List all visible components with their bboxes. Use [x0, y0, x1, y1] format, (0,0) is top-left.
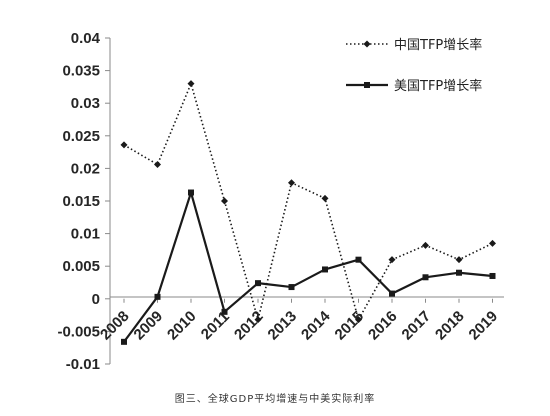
y-ticks: 0.04 0.035 0.03 0.025 0.02 0.015 0.01 0.005 0 -0.… [57, 30, 110, 373]
series [120, 80, 496, 345]
y-tick-label: -0.005 [57, 323, 100, 340]
data-point-0-11 [489, 239, 496, 247]
data-point-0-3 [221, 197, 228, 205]
x-tick-label: 2016 [365, 308, 401, 344]
y-tick-label: 0.035 [62, 63, 100, 80]
data-point-1-2 [188, 189, 194, 196]
x-tick-label: 2013 [265, 308, 301, 344]
data-point-1-6 [322, 266, 328, 273]
y-tick-label: 0.025 [62, 128, 100, 145]
data-point-1-7 [355, 256, 362, 263]
data-point-1-5 [288, 284, 295, 291]
data-point-0-6 [321, 194, 329, 202]
y-tick-label: -0.01 [66, 356, 100, 373]
legend-swatch-china-marker [363, 40, 371, 48]
y-tick-label: 0.04 [71, 30, 101, 47]
x-tick-label: 2011 [198, 308, 233, 343]
y-tick-label: 0.015 [62, 193, 100, 210]
y-tick-label: 0.005 [62, 258, 100, 275]
y-tick-label: 0.02 [71, 160, 100, 177]
data-point-0-0 [120, 141, 128, 149]
data-point-1-0 [121, 338, 127, 345]
x-tick-label: 2019 [466, 308, 502, 344]
y-tick-label: 0 [92, 291, 100, 308]
legend-label-usa: 美国TFP增长率 [394, 78, 482, 94]
data-point-1-9 [422, 274, 429, 281]
data-point-1-8 [389, 290, 395, 297]
x-tick-label: 2010 [164, 308, 200, 344]
data-point-0-7 [355, 316, 362, 324]
data-point-0-9 [422, 241, 429, 249]
data-point-0-10 [455, 256, 463, 264]
data-point-0-8 [388, 256, 396, 264]
x-tick-label: 2015 [332, 308, 368, 344]
series-line-0 [123, 82, 493, 321]
legend-swatch-usa-marker [364, 82, 370, 88]
series-line-1 [123, 191, 493, 343]
legend-item-china: 中国TFP增长率 [346, 37, 482, 53]
x-ticks: 2008200920102011201220132014201520162017… [97, 298, 502, 344]
data-point-0-4 [254, 316, 262, 324]
legend: 中国TFP增长率 美国TFP增长率 [346, 37, 482, 94]
data-point-1-1 [154, 293, 161, 300]
x-tick-label: 2012 [231, 308, 267, 344]
y-tick-label: 0.01 [71, 226, 100, 243]
legend-item-usa: 美国TFP增长率 [346, 78, 482, 94]
figure-caption: 图三、全球GDP平均增速与中美实际利率 [174, 394, 376, 405]
data-point-1-10 [456, 269, 462, 276]
x-tick-label: 2018 [432, 308, 468, 344]
data-point-1-11 [489, 272, 496, 279]
x-tick-label: 2017 [399, 308, 435, 344]
data-point-1-3 [221, 308, 228, 315]
x-tick-label: 2014 [298, 307, 334, 343]
data-point-0-2 [187, 80, 195, 88]
y-tick-label: 0.03 [71, 95, 100, 112]
data-point-1-4 [255, 280, 261, 287]
legend-label-china: 中国TFP增长率 [394, 37, 482, 53]
data-point-0-5 [288, 179, 295, 187]
data-point-0-1 [154, 160, 161, 168]
